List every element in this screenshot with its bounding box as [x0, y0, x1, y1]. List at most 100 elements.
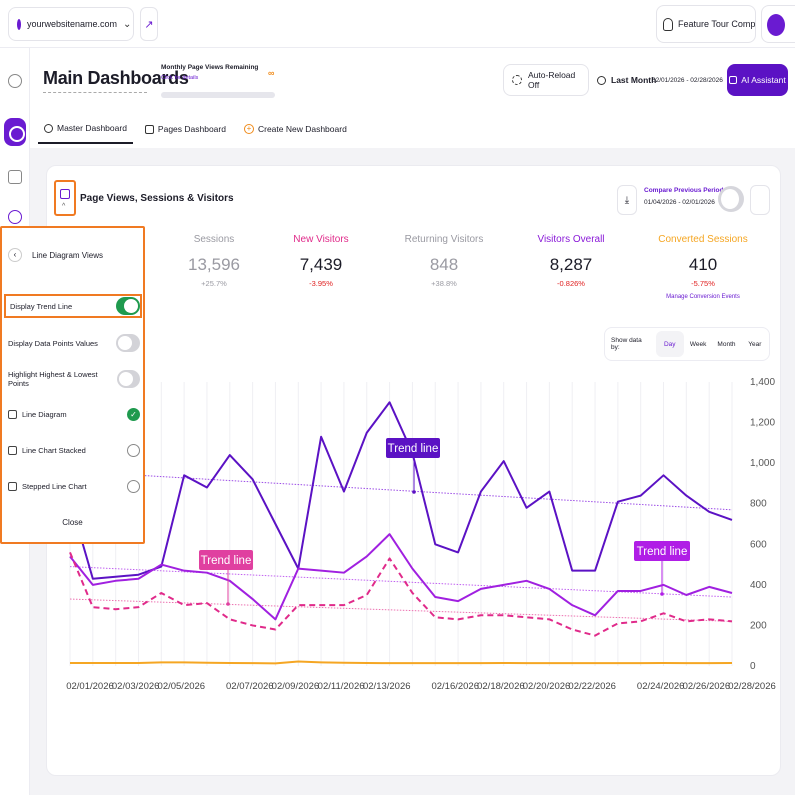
page-title: Main Dashboards — [43, 68, 189, 88]
show-by-year-button[interactable]: Year — [748, 340, 762, 348]
stat-label: Sessions — [193, 234, 235, 245]
tab-label: Pages Dashboard — [157, 124, 226, 134]
data-points-toggle[interactable] — [116, 334, 140, 352]
quota-label: Monthly Page Views Remaining — [161, 64, 259, 71]
chevron-up-icon: ^ — [62, 203, 66, 210]
quota-details-link[interactable]: Click for details — [161, 75, 199, 81]
ai-assistant-button[interactable]: AI Assistant — [727, 64, 788, 96]
data-points-row[interactable]: Display Data Points Values — [8, 331, 140, 355]
stat-change: +25.7% — [201, 279, 227, 288]
account-menu-button[interactable] — [761, 5, 795, 43]
show-by-day-button[interactable]: Day — [655, 331, 684, 357]
stat-visitors-overall[interactable]: Visitors Overall 8,287 -0.826% — [516, 234, 626, 288]
period-selector[interactable]: Last Month — [597, 64, 656, 96]
stepped-radio[interactable] — [127, 479, 140, 493]
card-title: Page Views, Sessions & Visitors — [80, 193, 234, 204]
stat-returning-visitors[interactable]: Returning Visitors 848 +38.8% — [389, 234, 499, 288]
stat-label: Returning Visitors — [404, 234, 484, 245]
chevron-down-icon: ⌄ — [123, 18, 132, 30]
ai-assistant-label: AI Assistant — [741, 75, 786, 85]
show-by-month-button[interactable]: Month — [717, 340, 736, 348]
trend-line-label: Display Trend Line — [10, 301, 73, 311]
page-header: Main Dashboards Monthly Page Views Remai… — [30, 48, 795, 148]
home-icon[interactable] — [8, 74, 22, 88]
stat-change: -3.95% — [309, 279, 333, 288]
stat-label: Visitors Overall — [537, 234, 605, 245]
stat-label: New Visitors — [293, 234, 349, 245]
stacked-radio[interactable] — [127, 443, 140, 457]
line-diagram-row[interactable]: Line Diagram ✓ — [8, 402, 140, 426]
stepped-label: Stepped Line Chart — [22, 481, 87, 491]
dashboard-icon[interactable] — [4, 118, 26, 146]
download-icon: ⤓ — [624, 194, 630, 206]
signal-icon[interactable] — [8, 210, 22, 224]
pages-icon — [144, 124, 154, 134]
globe-icon — [17, 18, 21, 30]
show-data-by: Show data by: Day Week Month Year — [604, 327, 770, 361]
export-button[interactable]: ⤓ — [617, 185, 637, 215]
external-link-icon: ↗ — [144, 18, 154, 31]
dashboard-tabs: Master Dashboard Pages Dashboard + Creat… — [38, 114, 353, 144]
clock-icon — [597, 75, 606, 85]
line-chart-icon — [8, 409, 17, 419]
stat-new-visitors[interactable]: New Visitors 7,439 -3.95% — [266, 234, 376, 288]
data-points-label: Display Data Points Values — [8, 338, 98, 348]
stat-value: 13,596 — [188, 255, 240, 274]
line-diagram-views-panel: ‹ Line Diagram Views Display Trend Line … — [0, 226, 145, 544]
line-chart-icon — [60, 189, 70, 199]
compare-label: Compare Previous Period — [644, 187, 724, 194]
quota-progress-bar — [161, 92, 275, 98]
panel-close-button[interactable]: Close — [62, 518, 83, 527]
date-range-label: 02/01/2026 - 02/28/2026 — [652, 76, 723, 84]
stepped-row[interactable]: Stepped Line Chart — [8, 474, 140, 498]
stat-change: -0.826% — [557, 279, 585, 288]
plus-icon: + — [243, 124, 254, 134]
highlight-row[interactable]: Highlight Highest & Lowest Points — [8, 367, 140, 391]
trend-line-toggle[interactable] — [116, 297, 140, 315]
feature-tour-button[interactable]: Feature Tour Complet... — [656, 5, 756, 43]
stacked-label: Line Chart Stacked — [22, 445, 86, 455]
top-bar: yourwebsitename.com ⌄ ↗ Feature Tour Com… — [0, 0, 795, 48]
stat-sessions[interactable]: Sessions 13,596 +25.7% — [159, 234, 269, 288]
panel-title: Line Diagram Views — [32, 250, 103, 260]
stat-converted-sessions[interactable]: Converted Sessions 410 -5.75% Manage Con… — [648, 234, 758, 300]
auto-reload-button[interactable]: Auto-Reload Off — [503, 64, 589, 96]
chart-type-button[interactable]: ^ — [54, 180, 76, 216]
highlight-label: Highlight Highest & Lowest Points — [8, 370, 98, 388]
stacked-row[interactable]: Line Chart Stacked — [8, 438, 140, 462]
external-link-button[interactable]: ↗ — [140, 7, 158, 41]
gauge-icon — [44, 123, 53, 133]
stepped-chart-icon — [8, 481, 17, 491]
compare-toggle[interactable] — [718, 186, 744, 212]
tab-label: Master Dashboard — [57, 123, 127, 133]
stat-value: 410 — [688, 255, 718, 274]
trend-line-row[interactable]: Display Trend Line — [4, 294, 142, 318]
site-selector[interactable]: yourwebsitename.com ⌄ — [8, 7, 134, 41]
tab-pages-dashboard[interactable]: Pages Dashboard — [139, 114, 232, 144]
stat-value: 7,439 — [299, 255, 343, 274]
line-diagram-label: Line Diagram — [22, 409, 67, 419]
stacked-chart-icon — [8, 445, 17, 455]
period-label: Last Month — [611, 75, 657, 85]
stat-change: +38.8% — [431, 279, 457, 288]
reload-icon — [512, 75, 522, 85]
title-underline — [43, 92, 147, 93]
feature-tour-label: Feature Tour Complet... — [678, 19, 756, 29]
compare-range: 01/04/2026 - 02/01/2026 — [644, 199, 715, 206]
panel-header: ‹ Line Diagram Views — [8, 248, 103, 262]
chat-icon — [729, 76, 738, 84]
lightbulb-icon — [663, 17, 673, 31]
highlight-toggle[interactable] — [116, 370, 140, 388]
filter-button[interactable] — [750, 185, 770, 215]
manage-conversion-link[interactable]: Manage Conversion Events — [666, 294, 740, 300]
compare-period: Compare Previous Period 01/04/2026 - 02/… — [644, 187, 723, 206]
tab-master-dashboard[interactable]: Master Dashboard — [38, 114, 133, 144]
line-diagram-radio[interactable]: ✓ — [127, 407, 140, 421]
back-icon[interactable]: ‹ — [8, 248, 22, 262]
bag-icon[interactable] — [8, 170, 22, 184]
avatar — [767, 14, 785, 36]
tab-create-dashboard[interactable]: + Create New Dashboard — [238, 114, 353, 144]
stat-label: Converted Sessions — [658, 234, 748, 245]
site-name: yourwebsitename.com — [27, 19, 118, 29]
show-by-week-button[interactable]: Week — [689, 340, 707, 348]
